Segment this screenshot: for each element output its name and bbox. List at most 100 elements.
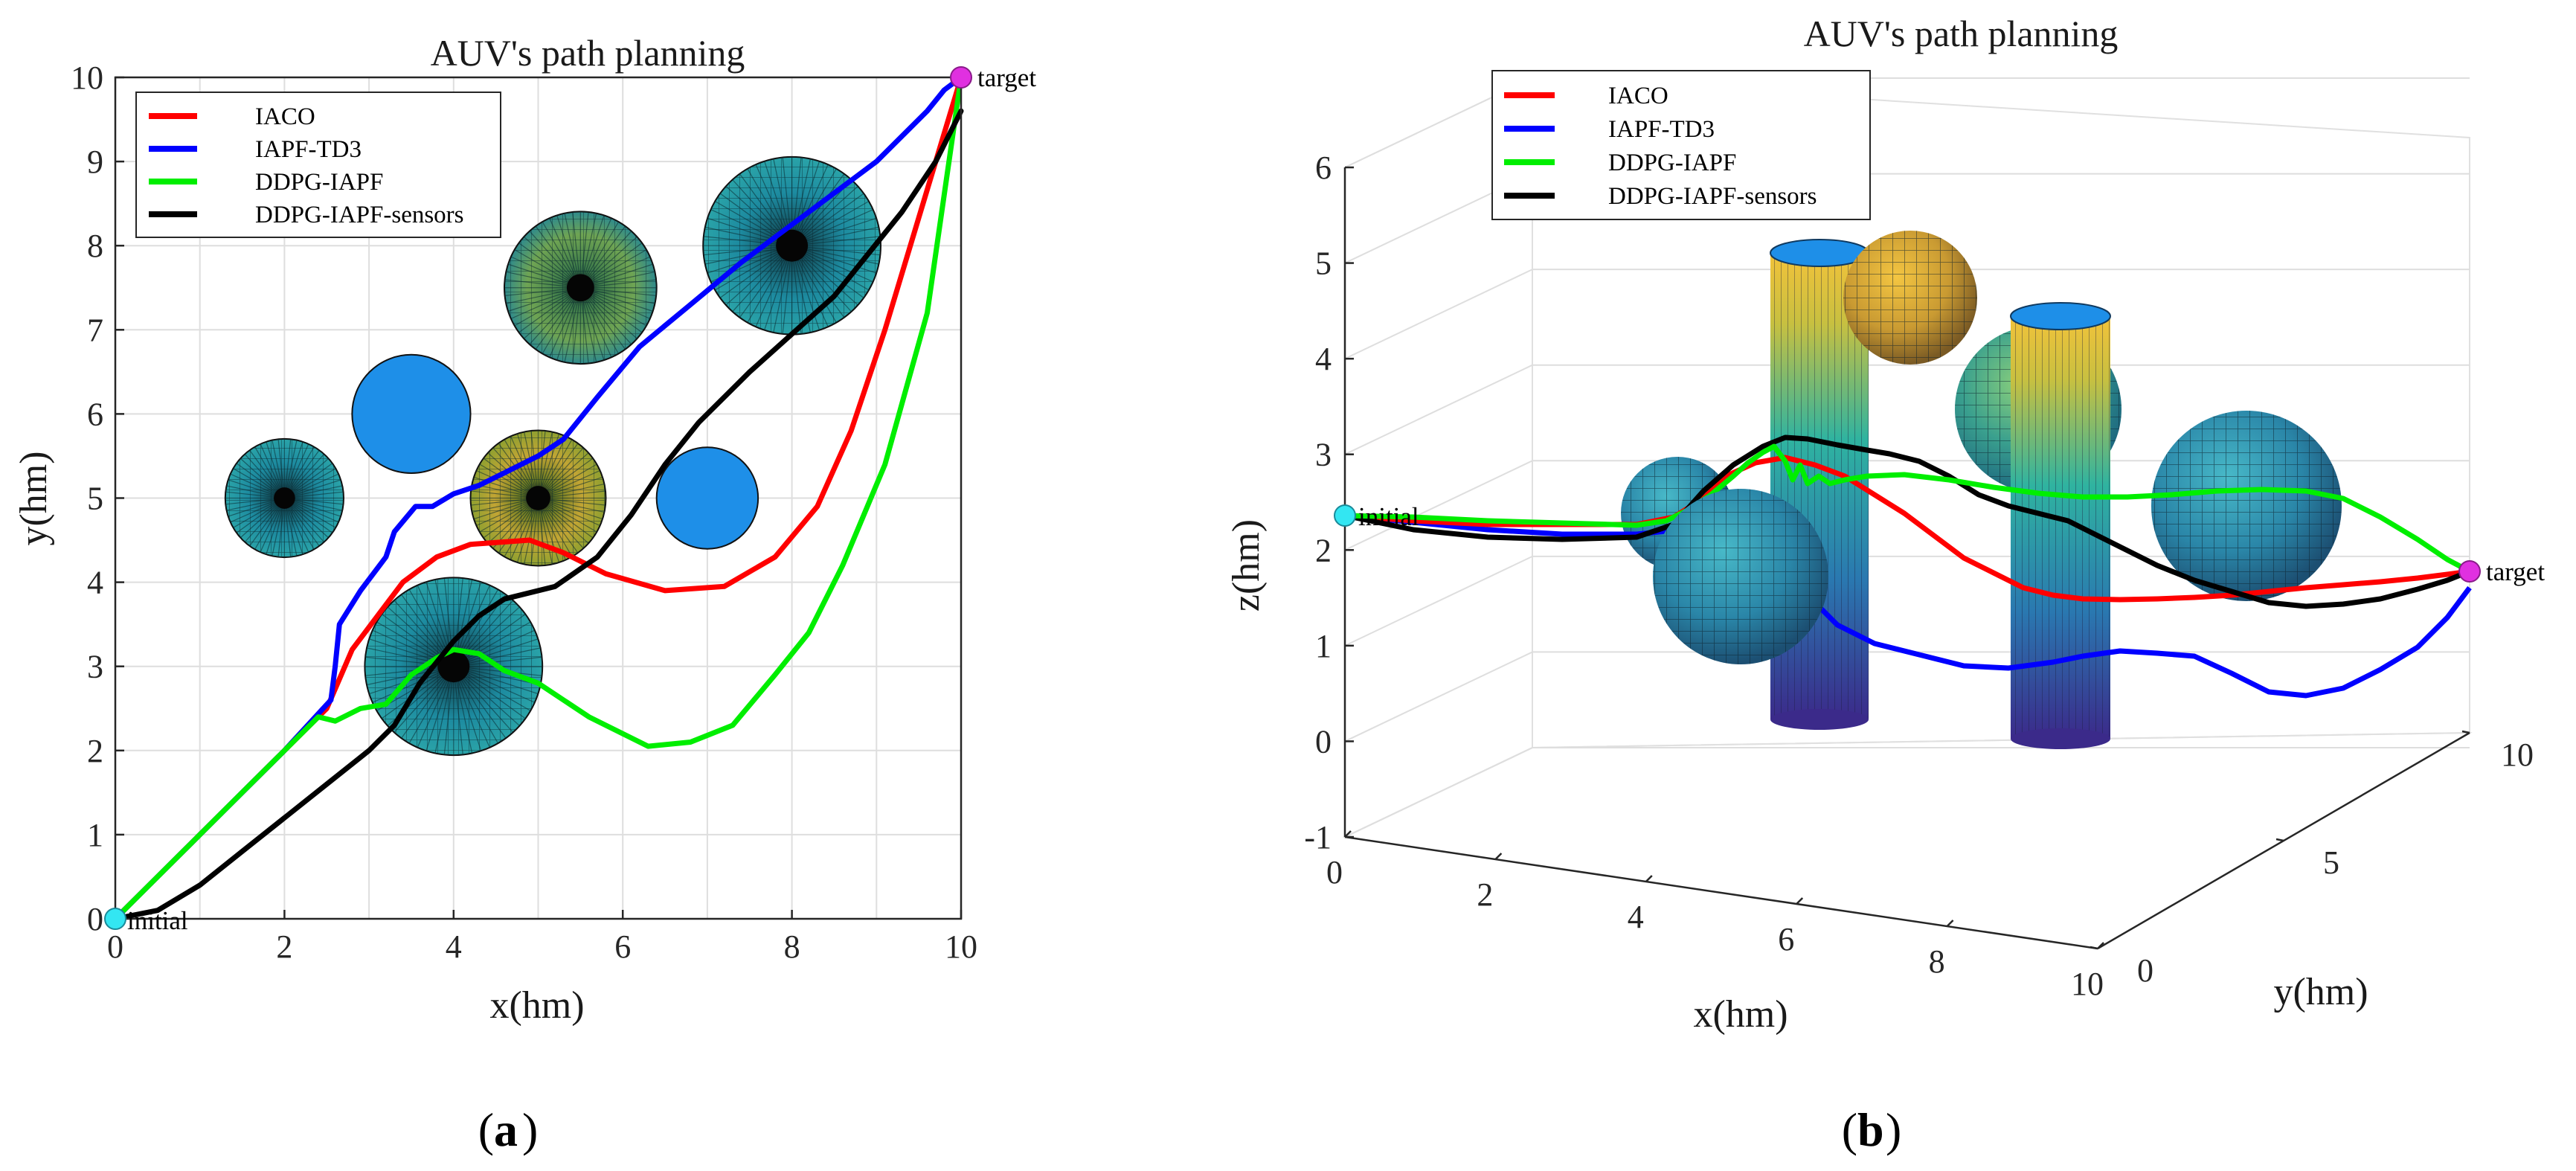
caption-a: ( a ) [478,1103,539,1156]
y-tick-label: 8 [87,228,103,264]
cylinder-obstacle [655,446,759,550]
caption-b: ( b ) [1842,1103,1902,1156]
x-tick-label: 0 [107,928,123,965]
legend-label-iapf-td3: IAPF-TD3 [255,136,362,163]
legend-label-ddpg-iapf-sensors: DDPG-IAPF-sensors [1608,183,1817,210]
x-tick-label: 2 [1477,876,1493,913]
grid-line-z-left [1344,269,1533,360]
legend-label-iaco: IACO [255,103,315,130]
goal-marker [2458,560,2481,583]
panel-a-markers: initial target [104,63,1036,935]
sphere-pole [437,650,470,683]
panel-b-legend: IACO IAPF-TD3 DDPG-IAPF DDPG-IAPF-sensor… [1491,70,1871,220]
y-tick-label: 6 [87,396,103,432]
y-tick-label: 0 [2137,952,2153,989]
cylinder-top [2010,302,2111,330]
grid-line-z-left [1344,747,1533,838]
sphere-pole [566,274,594,302]
panel-a-y-label: y(hm) [13,451,55,545]
sphere-mesh [2151,411,2342,601]
goal-label: target [977,63,1036,92]
panel-b-z-ticks: -1 0 1 2 3 4 5 6 [1304,150,1354,856]
path-iapf-td3 [112,74,964,922]
x-tick-mark [1946,920,1954,927]
caption-b-open: ( [1842,1103,1857,1156]
x-tick-label: 6 [1778,921,1794,957]
cylinder-mesh [2011,316,2110,739]
y-tick-mark [2461,730,2470,734]
sphere-pole [274,487,295,509]
cylinder-bottom [2011,728,2110,749]
z-tick-label: 6 [1315,150,1332,186]
legend-label-ddpg-iapf: DDPG-IAPF [1608,150,1736,176]
goal-marker [950,66,972,89]
x-tick-label: 4 [446,928,462,965]
legend-label-ddpg-iapf-sensors: DDPG-IAPF-sensors [255,202,464,228]
x-tick-label: 8 [784,928,800,965]
sphere-pole [526,486,550,510]
y-tick-label: 0 [87,901,103,937]
x-tick-mark [1494,853,1503,860]
x-tick-mark [1344,830,1352,838]
caption-b-close: ) [1886,1103,1901,1156]
y-tick-mark [2090,946,2098,950]
x-tick-label: 2 [276,928,292,965]
panel-a-y-ticks: 0 1 2 3 4 5 6 7 8 9 10 [71,60,124,937]
sphere-mesh [1653,489,1828,664]
caption-a-close: ) [522,1103,538,1156]
cylinder-obstacle [2010,302,2111,749]
panel-b-x-ticks: 0 2 4 6 8 10 [1326,830,2104,1002]
z-tick-label: 2 [1315,532,1332,568]
legend-label-ddpg-iapf: DDPG-IAPF [255,169,383,196]
y-tick-label: 9 [87,144,103,180]
grid-line-z-left [1344,651,1533,742]
x-tick-label: 0 [1326,854,1343,891]
legend-box [1491,70,1871,220]
cylinder-obstacle [351,353,472,474]
x-axis-line [1344,835,2098,950]
y-tick-label: 4 [87,565,103,601]
start-marker [104,908,126,930]
start-marker [1334,504,1356,527]
y-tick-label: 3 [87,649,103,685]
panel-a: AUV's path planning 0 2 4 6 8 10 0 1 2 3 4 5 6 7 8 9 10… [13,32,1036,1027]
floor-plane [1342,731,2473,950]
panel-a-paths [112,74,964,922]
panel-b-y-label: y(hm) [2273,971,2368,1013]
panel-a-x-label: x(hm) [489,984,584,1027]
panel-b-title: AUV's path planning [1804,13,2119,54]
panel-a-legend: IACO IAPF-TD3 DDPG-IAPF DDPG-IAPF-sensor… [135,92,501,238]
z-tick-label: 0 [1315,723,1332,760]
grid-line-z-left [1344,460,1533,551]
x-tick-mark [1796,897,1804,905]
x-tick-label: 8 [1929,943,1945,980]
y-tick-mark [2275,838,2284,842]
start-label: initial [1358,502,1419,531]
caption-b-letter: b [1857,1103,1884,1156]
caption-a-letter: a [494,1103,518,1156]
z-tick-label: 5 [1315,246,1332,282]
y-tick-label: 10 [2501,737,2534,773]
y-tick-label: 7 [87,312,103,348]
goal-label: target [2486,557,2545,586]
grid-line-z-left [1344,364,1533,455]
path-ddpg-iapf [112,74,964,922]
z-tick-label: 1 [1315,628,1332,664]
grid-line-z-left [1344,555,1533,647]
x-tick-mark [1645,875,1653,882]
x-tick-label: 4 [1628,899,1644,935]
x-tick-label: 6 [614,928,631,965]
sphere-pole [776,229,809,262]
panel-a-x-ticks: 0 2 4 6 8 10 [107,910,977,965]
y-tick-label: 10 [71,60,103,96]
panel-a-title: AUV's path planning [431,32,745,74]
start-label: initial [127,906,188,935]
z-tick-label: 4 [1315,341,1332,377]
y-tick-label: 5 [2323,844,2339,881]
x-tick-label: 10 [2071,966,2104,1002]
z-tick-label: -1 [1304,819,1332,856]
cylinder-bottom [1770,709,1869,730]
z-tick-label: 3 [1315,437,1332,473]
panel-b-z-label: z(hm) [1225,519,1268,612]
